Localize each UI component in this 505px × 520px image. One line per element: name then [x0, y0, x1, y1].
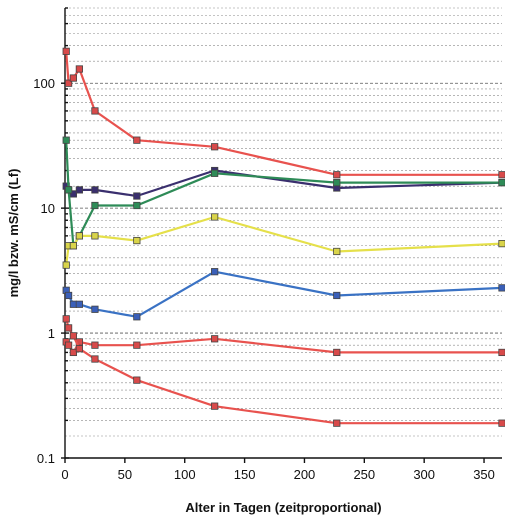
y-tick-label: 1 [48, 326, 55, 341]
series-line [65, 140, 502, 247]
data-point [333, 179, 341, 187]
series-line [65, 337, 502, 354]
grid [65, 7, 502, 459]
data-point [498, 348, 505, 357]
data-point [75, 345, 83, 353]
data-point [498, 240, 505, 248]
series-line [65, 215, 503, 266]
series-4 [62, 213, 505, 269]
data-point [69, 190, 77, 198]
data-point [333, 171, 341, 179]
y-tick-label: 10 [41, 201, 55, 216]
data-point [133, 201, 141, 210]
series-layer [62, 47, 505, 427]
data-point [333, 291, 341, 300]
series-line [65, 270, 503, 318]
x-tick-label: 100 [174, 467, 196, 482]
data-point [64, 341, 73, 349]
data-point [91, 186, 99, 194]
data-point [211, 169, 219, 177]
data-point [69, 348, 77, 357]
data-point [91, 305, 99, 313]
x-tick-label: 300 [413, 467, 435, 482]
data-point [498, 419, 505, 427]
x-tick-label: 0 [61, 467, 68, 482]
data-point [91, 341, 99, 349]
series-line [65, 51, 502, 176]
data-point [64, 79, 73, 87]
data-point [69, 242, 77, 250]
data-point [75, 65, 83, 73]
series-7 [62, 315, 505, 427]
data-point [133, 192, 141, 200]
data-point [69, 300, 77, 308]
data-point [62, 136, 70, 144]
data-point [133, 376, 141, 384]
data-point [69, 332, 77, 340]
data-point [133, 236, 141, 245]
y-tick-label: 0.1 [37, 451, 55, 466]
data-point [333, 247, 341, 256]
data-point [75, 186, 83, 194]
data-point [211, 213, 219, 221]
data-point [75, 300, 83, 308]
data-point [133, 136, 141, 144]
data-point [64, 324, 73, 332]
data-point [498, 171, 505, 179]
data-point [333, 419, 341, 427]
series-3 [62, 136, 505, 250]
x-tick-label: 350 [473, 467, 495, 482]
series-line [65, 318, 502, 425]
data-point [133, 341, 141, 349]
data-point [211, 402, 219, 410]
y-tick-label: 100 [33, 76, 55, 91]
x-tick-label: 200 [294, 467, 316, 482]
data-point [133, 313, 141, 321]
x-tick-label: 150 [234, 467, 256, 482]
x-axis-label: Alter in Tagen (zeitproportional) [185, 500, 381, 515]
data-point [211, 268, 219, 276]
data-point [333, 348, 341, 357]
tick-labels: 0 50 100 150 200 250 300 350 0.1 1 10 100 [33, 76, 495, 482]
data-point [211, 143, 219, 151]
data-point [498, 284, 505, 292]
series-5 [62, 268, 505, 321]
data-point [64, 186, 73, 194]
series-1 [62, 47, 505, 179]
x-tick-label: 50 [118, 467, 132, 482]
data-point [64, 291, 73, 300]
series-6 [62, 335, 505, 357]
data-point [62, 261, 70, 269]
data-point [498, 179, 505, 187]
data-point [91, 201, 99, 210]
data-point [91, 107, 99, 115]
data-point [62, 47, 70, 55]
data-point [211, 335, 219, 343]
data-point [91, 355, 99, 363]
y-axis-label: mg/l bzw. mS/cm (Lf) [6, 169, 21, 298]
x-tick-label: 250 [353, 467, 375, 482]
data-point [62, 315, 70, 323]
data-point [69, 74, 77, 82]
data-point [91, 232, 99, 240]
data-point [75, 232, 83, 240]
